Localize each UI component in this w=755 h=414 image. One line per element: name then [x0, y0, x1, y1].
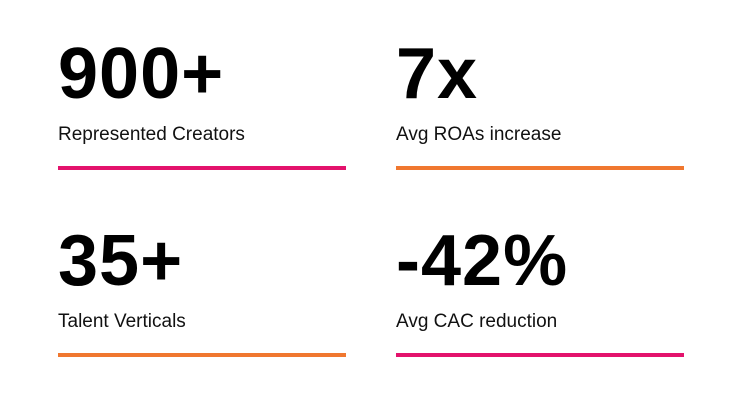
stat-value: 7x: [396, 34, 479, 114]
underline: [58, 166, 346, 170]
stat-card: 900+ Represented Creators: [58, 38, 346, 188]
underline: [396, 353, 684, 357]
stat-card: -42% Avg CAC reduction: [396, 225, 684, 375]
stat-label: Avg CAC reduction: [396, 311, 558, 332]
stat-card: 35+ Talent Verticals: [58, 225, 346, 375]
stat-value: 900+: [58, 34, 225, 114]
stat-card: 7x Avg ROAs increase: [396, 38, 684, 188]
underline: [396, 166, 684, 170]
stat-value: -42%: [396, 221, 569, 301]
stat-label: Talent Verticals: [58, 311, 186, 332]
stat-label: Avg ROAs increase: [396, 124, 562, 145]
stat-label: Represented Creators: [58, 124, 245, 145]
stat-value: 35+: [58, 221, 184, 301]
underline: [58, 353, 346, 357]
